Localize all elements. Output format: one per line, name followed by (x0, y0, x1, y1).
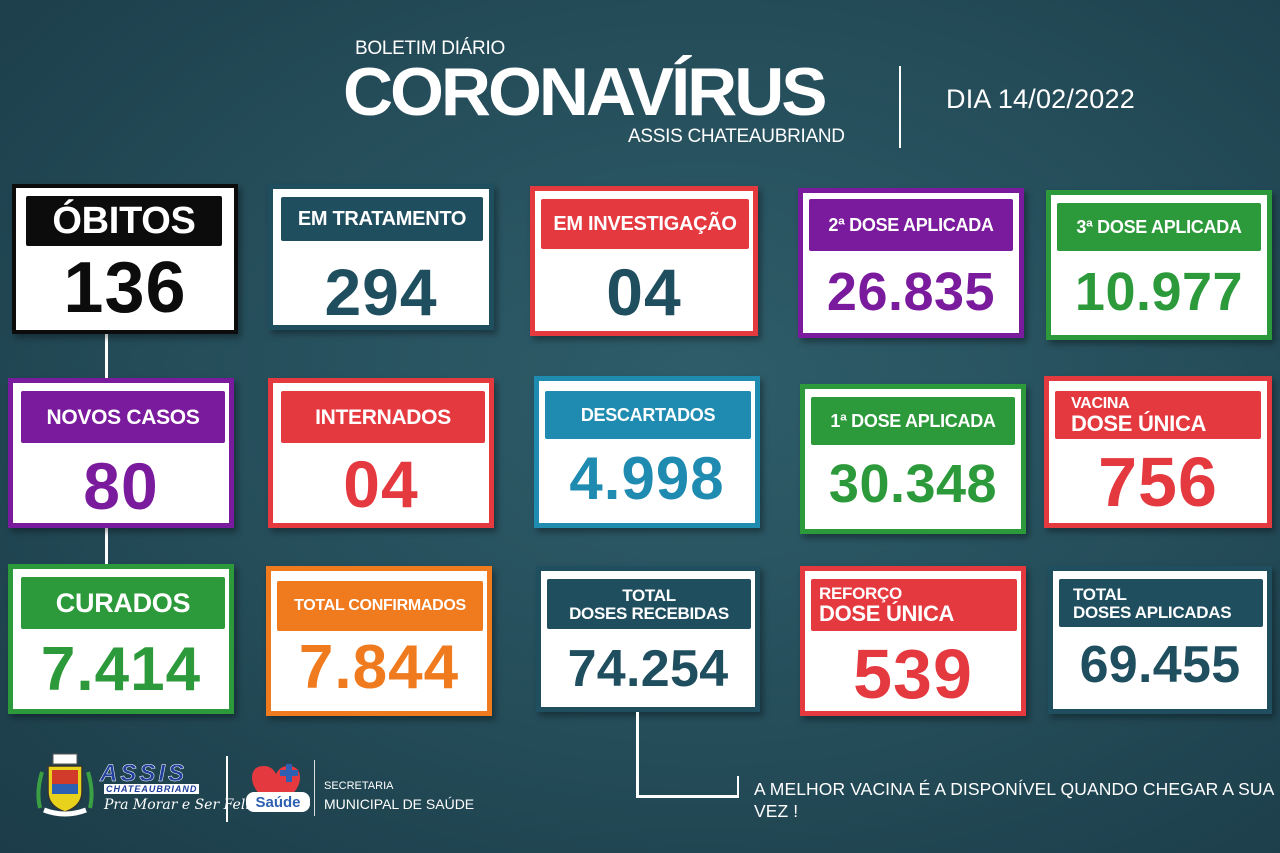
card-label: TOTAL DOSES APLICADAS (1059, 579, 1263, 627)
card-label: TOTAL CONFIRMADOS (277, 581, 483, 631)
card-label-line1: REFORÇO (819, 584, 902, 603)
assis-logo-subtitle: CHATEAUBRIAND (104, 784, 200, 794)
card-label-line1: VACINA (1071, 394, 1130, 412)
card-descartados: DESCARTADOS 4.998 (534, 376, 760, 528)
card-obitos: ÓBITOS 136 (12, 184, 238, 334)
card-label: EM TRATAMENTO (281, 197, 483, 241)
bulletin-date: DIA 14/02/2022 (946, 84, 1135, 114)
card-value: 7.844 (298, 633, 460, 702)
card-1a-dose: 1ª DOSE APLICADA 30.348 (800, 384, 1026, 534)
card-label-line1: TOTAL (1073, 584, 1127, 604)
saude-logo-text: Saúde (255, 794, 300, 811)
card-value: 04 (606, 255, 682, 329)
card-label: NOVOS CASOS (21, 391, 225, 443)
card-label: REFORÇO DOSE ÚNICA (811, 579, 1017, 631)
card-curados: CURADOS 7.414 (8, 564, 234, 714)
page-title: CORONAVÍRUS (343, 54, 828, 130)
card-value: 136 (63, 248, 187, 328)
assis-logo-title: ASSIS (100, 760, 188, 788)
secretaria-name: MUNICIPAL DE SAÚDE (324, 796, 475, 812)
card-value: 74.254 (567, 640, 729, 698)
card-value: 294 (324, 255, 438, 329)
coat-of-arms-logo (36, 753, 94, 817)
card-value: 10.977 (1074, 262, 1244, 322)
connector-line (105, 527, 108, 567)
card-value: 756 (1098, 443, 1218, 521)
card-value: 69.455 (1079, 636, 1241, 694)
card-label-line2: DOSES APLICADAS (1073, 602, 1232, 622)
card-label: ÓBITOS (26, 196, 222, 246)
card-value: 26.835 (826, 262, 996, 322)
card-value: 80 (83, 449, 159, 523)
card-novos-casos: NOVOS CASOS 80 (8, 378, 234, 528)
card-label: 1ª DOSE APLICADA (811, 397, 1015, 445)
card-3a-dose: 3ª DOSE APLICADA 10.977 (1046, 190, 1272, 340)
card-label-line2: DOSE ÚNICA (1071, 410, 1207, 436)
card-value: 30.348 (828, 454, 998, 514)
card-label: TOTAL DOSES RECEBIDAS (547, 579, 751, 629)
card-label: 2ª DOSE APLICADA (809, 199, 1013, 251)
assis-slogan: Pra Morar e Ser Feliz (104, 797, 258, 813)
card-value: 7.414 (40, 635, 202, 704)
card-em-investigacao: EM INVESTIGAÇÃO 04 (530, 186, 758, 336)
card-label-line1: TOTAL (622, 585, 676, 605)
card-em-tratamento: EM TRATAMENTO 294 (268, 184, 494, 330)
footer-connector (636, 795, 738, 798)
footer-connector (636, 712, 639, 798)
card-label: DESCARTADOS (545, 391, 751, 439)
card-reforco-dose-unica: REFORÇO DOSE ÚNICA 539 (800, 566, 1026, 716)
card-label-line2: DOSES RECEBIDAS (569, 603, 729, 623)
secretaria-label: SECRETARIA (324, 780, 394, 792)
card-2a-dose: 2ª DOSE APLICADA 26.835 (798, 188, 1024, 338)
city-name: ASSIS CHATEAUBRIAND (628, 126, 845, 147)
card-value: 4.998 (569, 445, 725, 512)
card-label: VACINA DOSE ÚNICA (1055, 391, 1261, 439)
header-divider (899, 66, 901, 148)
saude-logo: Saúde (246, 764, 310, 812)
card-label: 3ª DOSE APLICADA (1057, 203, 1261, 251)
card-total-doses-recebidas: TOTAL DOSES RECEBIDAS 74.254 (536, 566, 760, 712)
logo-divider (226, 756, 228, 822)
bulletin-subtitle: BOLETIM DIÁRIO (355, 38, 505, 59)
card-label: CURADOS (21, 577, 225, 629)
card-value: 04 (343, 447, 419, 521)
card-total-confirmados: TOTAL CONFIRMADOS 7.844 (266, 566, 492, 716)
footer-message: A MELHOR VACINA É A DISPONÍVEL QUANDO CH… (754, 779, 1274, 821)
card-vacina-dose-unica: VACINA DOSE ÚNICA 756 (1044, 376, 1272, 528)
card-label-line2: DOSE ÚNICA (819, 601, 955, 626)
card-value: 539 (853, 635, 973, 713)
card-internados: INTERNADOS 04 (268, 378, 494, 528)
footer-connector (737, 776, 739, 798)
card-label: EM INVESTIGAÇÃO (541, 199, 749, 249)
logo-divider-thin (314, 760, 315, 816)
card-total-doses-aplicadas: TOTAL DOSES APLICADAS 69.455 (1048, 566, 1272, 714)
card-label: INTERNADOS (281, 391, 485, 443)
connector-line (105, 330, 108, 380)
